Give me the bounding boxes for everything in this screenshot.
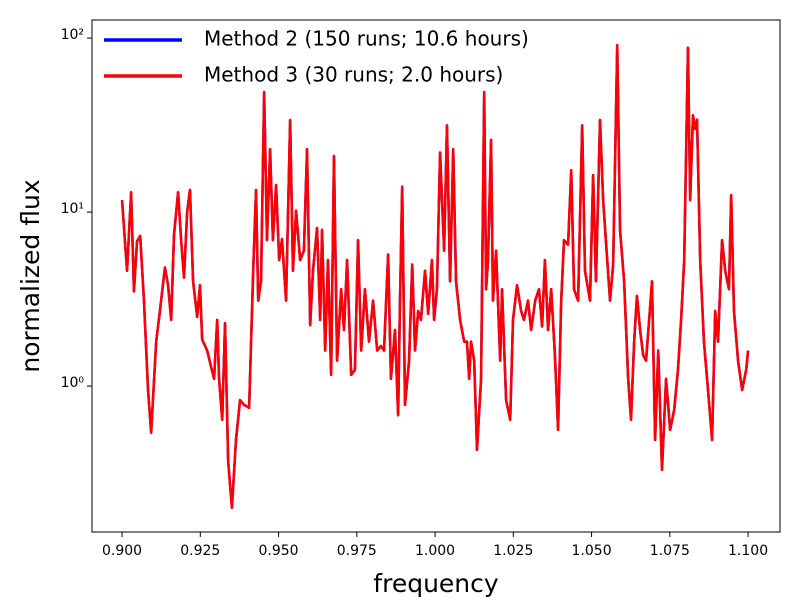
x-tick-label: 1.100	[728, 543, 768, 559]
y-tick-label: 10²	[61, 27, 84, 43]
legend-label: Method 2 (150 runs; 10.6 hours)	[204, 27, 529, 51]
x-tick-label: 0.950	[259, 543, 299, 559]
x-tick-label: 0.925	[180, 543, 220, 559]
x-tick-label: 1.025	[493, 543, 533, 559]
y-tick-label: 10¹	[61, 201, 84, 217]
x-tick-label: 1.075	[650, 543, 690, 559]
legend-label: Method 3 (30 runs; 2.0 hours)	[204, 63, 503, 87]
x-tick-label: 1.000	[415, 543, 455, 559]
y-axis-label: normalized flux	[16, 179, 45, 372]
x-axis-label: frequency	[373, 569, 499, 598]
x-tick-label: 1.050	[572, 543, 612, 559]
plot-frame	[91, 19, 781, 533]
x-tick-label: 0.900	[102, 543, 142, 559]
series-line	[120, 43, 750, 509]
y-tick-label: 10⁰	[61, 375, 85, 391]
x-tick-label: 0.975	[337, 543, 377, 559]
